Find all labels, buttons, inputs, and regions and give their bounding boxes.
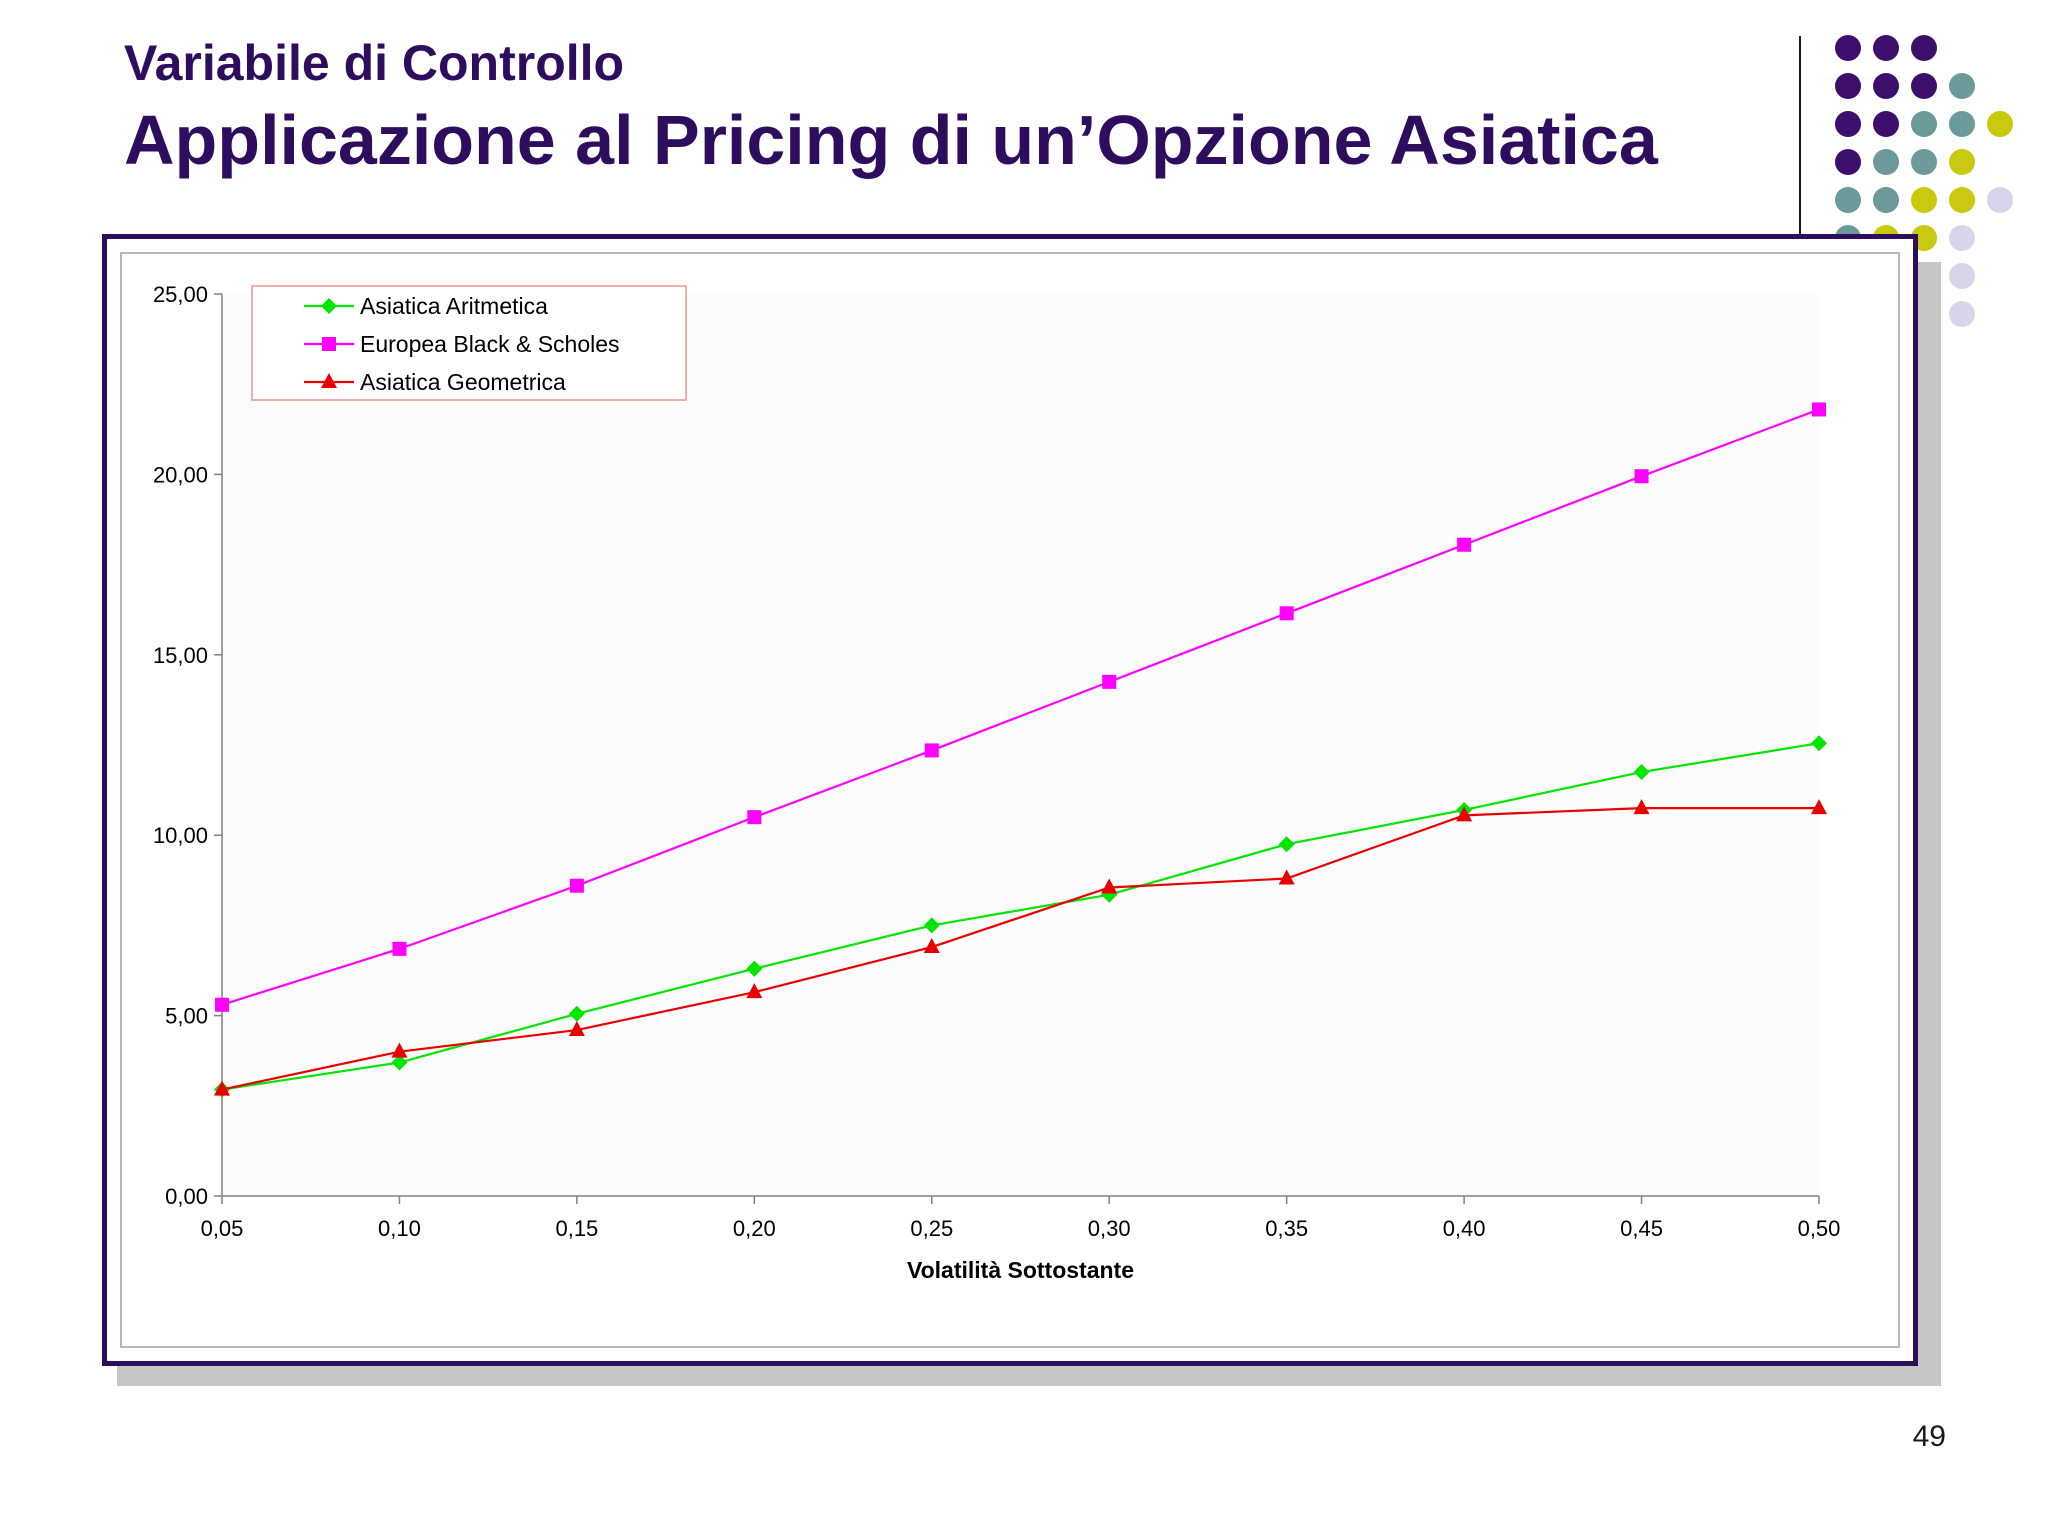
x-tick-label: 0,10 [378, 1216, 421, 1241]
decorative-dot [1987, 111, 2013, 137]
decorative-dot [1911, 73, 1937, 99]
y-tick-label: 5,00 [165, 1004, 208, 1029]
data-point [1633, 764, 1650, 781]
data-point [391, 1054, 408, 1071]
decorative-dot [1911, 149, 1937, 175]
y-tick-label: 10,00 [153, 823, 208, 848]
x-tick-label: 0,40 [1443, 1216, 1486, 1241]
decorative-dot [1835, 73, 1861, 99]
x-axis-label: Volatilità Sottostante [907, 1257, 1134, 1283]
legend: Asiatica Aritmetica Europea Black & Schol… [251, 285, 687, 401]
data-point [1812, 402, 1826, 417]
decorative-dot [1873, 149, 1899, 175]
data-point [1101, 878, 1118, 894]
data-point [214, 1080, 230, 1096]
x-tick-label: 0,15 [555, 1216, 598, 1241]
data-point [215, 997, 229, 1012]
decorative-dot [1835, 149, 1861, 175]
data-point [1278, 836, 1295, 853]
decorative-dot [1835, 187, 1861, 213]
data-point [1811, 735, 1827, 752]
decorative-dot [1911, 111, 1937, 137]
data-point [923, 917, 940, 934]
x-tick-label: 0,05 [201, 1216, 244, 1241]
slide-subtitle: Variabile di Controllo [124, 35, 625, 91]
decorative-dot [1911, 35, 1937, 61]
decorative-dot [1835, 35, 1861, 61]
decorative-dot [1949, 149, 1975, 175]
decorative-dot [1987, 187, 2013, 213]
data-point [1634, 469, 1649, 484]
legend-label: Asiatica Aritmetica [360, 293, 548, 319]
x-tick-label: 0,50 [1798, 1216, 1841, 1241]
data-point [1811, 799, 1827, 815]
y-tick-label: 0,00 [165, 1184, 208, 1209]
decorative-dot [1949, 187, 1975, 213]
y-tick-label: 15,00 [153, 643, 208, 668]
x-tick-label: 0,45 [1620, 1216, 1663, 1241]
page-number: 49 [1912, 1420, 1946, 1453]
decorative-dot [1949, 301, 1975, 327]
decorative-dot [1835, 111, 1861, 137]
data-point [746, 960, 763, 977]
decorative-dot [1873, 35, 1899, 61]
legend-marker [322, 337, 336, 351]
series-line [221, 742, 1820, 1091]
decorative-dot [1949, 111, 1975, 137]
data-point [747, 810, 762, 825]
series-1 [215, 402, 1826, 1012]
line-chart: 0,00 5,00 10,00 15,00 20,00 25,00 0,05 0,10 0,15… [153, 282, 1841, 1283]
data-point [568, 1005, 585, 1022]
data-point [391, 1042, 408, 1058]
chart-area: 0,00 5,00 10,00 15,00 20,00 25,00 0,05 0,10 0,15… [120, 252, 1900, 1348]
series-line [221, 807, 1819, 1091]
x-tick-label: 0,20 [733, 1216, 776, 1241]
legend-marker [321, 298, 337, 314]
x-tick-label: 0,30 [1088, 1216, 1131, 1241]
data-point [923, 938, 940, 954]
data-point [568, 1021, 585, 1037]
data-point [924, 743, 939, 758]
data-point [1633, 799, 1650, 815]
decorative-dot [1949, 73, 1975, 99]
data-point [1278, 869, 1295, 885]
data-point [569, 878, 584, 893]
slide-title: Applicazione al Pricing di un’Opzione As… [124, 101, 1658, 179]
data-point [1279, 606, 1294, 621]
plot-area [222, 294, 1819, 1196]
y-tick-label: 25,00 [153, 282, 208, 307]
series-2 [214, 799, 1827, 1096]
x-tick-label: 0,25 [910, 1216, 953, 1241]
data-point [1456, 806, 1473, 822]
data-point [1457, 537, 1472, 552]
title-divider [1799, 36, 1801, 246]
legend-label: Europea Black & Scholes [360, 331, 620, 357]
decorative-dot [1949, 225, 1975, 251]
decorative-dot [1949, 263, 1975, 289]
decorative-dot [1873, 187, 1899, 213]
decorative-dot [1873, 111, 1899, 137]
legend-label: Asiatica Geometrica [360, 369, 566, 395]
legend-marker [321, 373, 337, 388]
decorative-dot [1873, 73, 1899, 99]
data-point [1102, 674, 1117, 689]
y-tick-label: 20,00 [153, 462, 208, 487]
chart-frame: 0,00 5,00 10,00 15,00 20,00 25,00 0,05 0,10 0,15… [102, 234, 1918, 1366]
decorative-dot [1911, 187, 1937, 213]
data-point [746, 983, 763, 999]
data-point [392, 941, 407, 956]
x-tick-label: 0,35 [1265, 1216, 1308, 1241]
series-line [221, 408, 1820, 1006]
